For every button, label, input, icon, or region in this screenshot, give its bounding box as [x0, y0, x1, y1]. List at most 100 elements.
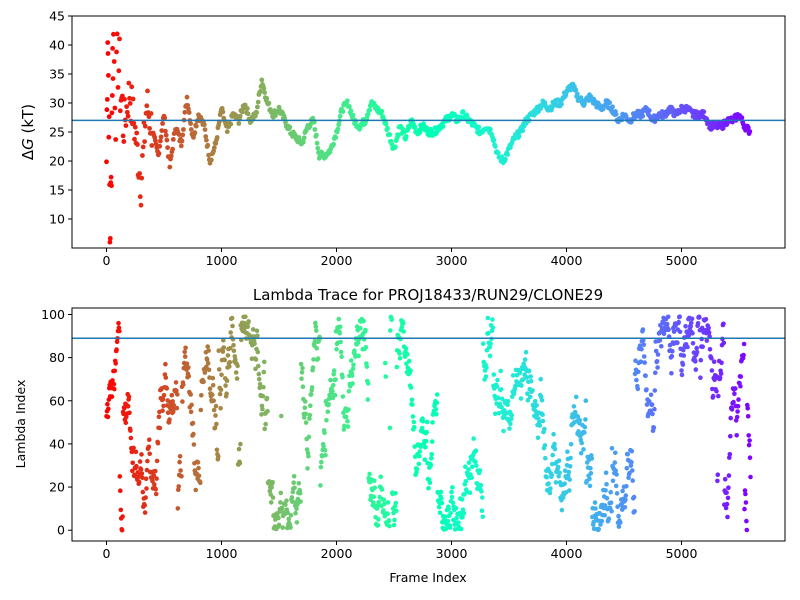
delta-g-point — [262, 90, 267, 95]
lambda-trace-point — [608, 489, 613, 495]
lambda-trace-point — [460, 507, 466, 512]
lambda-trace-point — [466, 460, 472, 466]
lambda-trace-point — [157, 425, 163, 431]
delta-g-point — [495, 150, 501, 156]
lambda-trace-point — [405, 351, 410, 357]
lambda-trace-point — [649, 402, 655, 407]
lambda-trace-point — [715, 478, 720, 484]
lambda-trace-point — [393, 490, 398, 496]
lambda-trace-point — [114, 347, 119, 352]
lambda-trace-point — [332, 392, 338, 398]
delta-g-point — [516, 133, 522, 139]
delta-g-point — [110, 76, 116, 81]
lambda-trace-point — [387, 523, 392, 529]
lambda-trace-point — [288, 513, 294, 518]
delta-g-point — [112, 105, 118, 111]
lambda-trace-point — [315, 356, 321, 361]
lambda-trace-point — [227, 345, 233, 351]
lambda-trace-point — [352, 348, 357, 354]
lambda-trace-point — [387, 425, 393, 431]
lambda-trace-point — [299, 370, 305, 375]
lambda-trace-point — [331, 383, 336, 388]
lambda-trace-point — [553, 480, 559, 485]
lambda-trace-point — [518, 396, 524, 401]
lambda-trace-point — [534, 403, 539, 408]
lambda-trace-point — [454, 515, 459, 521]
lambda-trace-point — [196, 465, 201, 471]
lambda-trace-point — [718, 371, 724, 376]
lambda-trace-point — [709, 356, 714, 361]
delta-g-point — [331, 141, 336, 147]
lambda-trace-x-tick-label: 2000 — [321, 546, 353, 561]
lambda-trace-point — [263, 421, 269, 427]
lambda-trace-point — [262, 359, 267, 365]
lambda-trace-point — [210, 392, 215, 398]
lambda-trace-point — [593, 506, 598, 511]
delta-g-point — [282, 115, 288, 121]
lambda-trace-point — [636, 369, 641, 375]
lambda-trace-point — [697, 315, 702, 320]
lambda-trace-point — [706, 330, 712, 335]
delta-g-point — [111, 59, 117, 64]
lambda-trace-point — [230, 323, 235, 329]
lambda-trace-point — [371, 494, 377, 500]
lambda-trace-point — [429, 452, 435, 457]
delta-g-point — [105, 51, 111, 56]
lambda-trace-point — [688, 320, 694, 326]
lambda-trace-y-tick-label: 20 — [49, 480, 65, 495]
delta-g-point — [201, 122, 207, 128]
lambda-trace-point — [522, 357, 528, 362]
lambda-trace-point — [588, 471, 594, 476]
lambda-trace-point — [548, 486, 553, 491]
lambda-trace-point — [485, 315, 491, 321]
lambda-trace-point — [140, 489, 146, 495]
delta-g-point — [120, 133, 126, 139]
lambda-trace-point — [613, 483, 619, 489]
lambda-trace-point — [695, 321, 701, 326]
lambda-trace-point — [582, 424, 588, 430]
lambda-trace-point — [278, 500, 283, 505]
lambda-trace-point — [408, 385, 414, 390]
lambda-trace-point — [235, 363, 240, 369]
delta-g-point — [134, 130, 140, 136]
lambda-trace-point — [644, 387, 649, 392]
lambda-trace-point — [540, 418, 546, 424]
lambda-trace-point — [654, 359, 660, 364]
lambda-trace-point — [173, 380, 179, 385]
lambda-trace-point — [488, 341, 493, 346]
lambda-trace-point — [549, 472, 555, 478]
delta-g-point — [344, 98, 350, 104]
lambda-trace-point — [496, 395, 501, 401]
lambda-trace-point — [480, 495, 485, 500]
lambda-trace-point — [537, 423, 543, 428]
lambda-trace-point — [218, 406, 223, 411]
lambda-trace-point — [626, 475, 631, 481]
lambda-trace-point — [210, 375, 216, 381]
lambda-trace-point — [290, 489, 296, 495]
delta-g-point — [257, 89, 263, 94]
lambda-trace-point — [414, 466, 420, 472]
lambda-trace-point — [250, 327, 256, 332]
lambda-trace-point — [587, 476, 592, 482]
lambda-trace-point — [725, 495, 731, 501]
delta-g-point — [452, 113, 458, 118]
lambda-trace-point — [105, 414, 111, 420]
lambda-trace-point — [501, 428, 506, 434]
delta-g-point — [559, 101, 564, 107]
lambda-trace-point — [479, 508, 485, 513]
lambda-trace-point — [437, 510, 443, 515]
lambda-trace-point — [109, 394, 115, 399]
lambda-trace-point — [710, 393, 716, 399]
lambda-trace-point — [747, 438, 752, 443]
delta-g-point — [181, 127, 186, 132]
lambda-trace-point — [650, 411, 655, 417]
delta-g-point — [242, 102, 248, 108]
delta-g-point — [184, 94, 190, 100]
lambda-trace-point — [397, 351, 402, 356]
lambda-trace-point — [519, 383, 524, 388]
lambda-trace-point — [527, 394, 533, 400]
lambda-trace-point — [164, 386, 170, 391]
lambda-trace-point — [637, 343, 643, 348]
lambda-trace-point — [294, 520, 300, 525]
lambda-trace-point — [367, 471, 372, 477]
